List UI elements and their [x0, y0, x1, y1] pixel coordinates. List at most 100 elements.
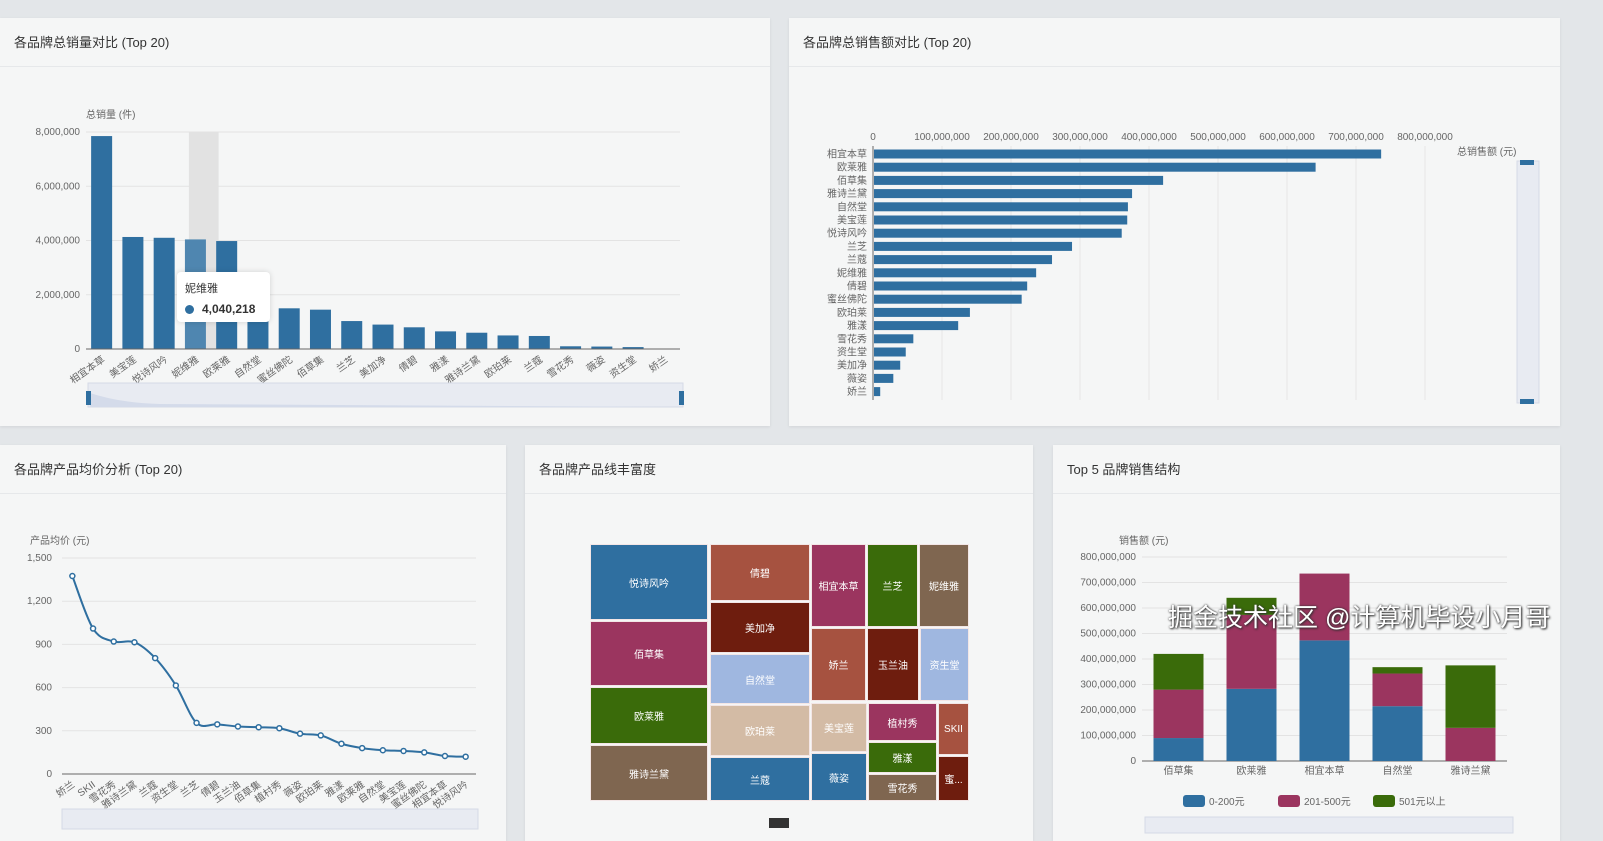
- treemap-cell[interactable]: 美加净: [710, 602, 810, 653]
- treemap-cell[interactable]: 欧珀莱: [710, 705, 810, 756]
- bar: [372, 324, 394, 349]
- y-tick-label: 美宝莲: [837, 214, 867, 227]
- datazoom-slider-vertical: [1516, 160, 1540, 404]
- legend-label: 501元以上: [1399, 796, 1446, 808]
- treemap-cell[interactable]: 雪花秀: [868, 774, 937, 801]
- stacked-bar-segment: [1153, 689, 1204, 739]
- treemap-cell[interactable]: 蜜...: [938, 756, 969, 801]
- panel-title: 各品牌产品线丰富度: [525, 445, 1033, 494]
- datazoom-handle-right: [679, 391, 684, 405]
- stacked-bar-segment: [1372, 667, 1423, 674]
- treemap-cell[interactable]: 娇兰: [811, 628, 866, 701]
- stacked-bar-segment: [1299, 640, 1350, 761]
- datazoom-slider: [87, 382, 684, 408]
- data-point: [214, 721, 221, 728]
- data-point: [462, 753, 469, 760]
- datazoom-handle-bottom: [1520, 399, 1534, 404]
- x-tick-label: 自然堂: [1383, 764, 1413, 777]
- sales-amount-chart[interactable]: 0 100,000,000 200,000,000 300,000,000 400,00…: [789, 18, 1560, 426]
- treemap-cell[interactable]: 玉兰油: [867, 628, 919, 701]
- panel-avg-price: 各品牌产品均价分析 (Top 20) 产品均价 (元) 0 300 600 900 1,2…: [0, 445, 506, 841]
- data-point: [379, 746, 387, 754]
- treemap-cell[interactable]: 妮维雅: [919, 544, 969, 627]
- data-point: [400, 747, 407, 755]
- treemap-cell[interactable]: 佰草集: [590, 621, 708, 686]
- x-tick-label: 妮维雅: [169, 353, 201, 381]
- x-tick-label: 700,000,000: [1328, 132, 1384, 143]
- sales-volume-chart[interactable]: 总销量 (件) 0 2,000,000 4,000,000 6,000,000 8,000…: [0, 18, 770, 426]
- x-tick-label: 美加净: [357, 353, 389, 381]
- y-tick-label: 雪花秀: [837, 332, 867, 345]
- data-point: [193, 719, 200, 727]
- bar: [874, 334, 914, 344]
- x-axis-name: 总销售额 (元): [1457, 145, 1516, 158]
- avg-price-chart[interactable]: 产品均价 (元)03006009001,2001,500娇兰SKII雪花秀雅诗兰…: [0, 445, 506, 841]
- y-tick-label: 雅漾: [847, 319, 867, 332]
- tooltip-name: 妮维雅: [185, 283, 218, 295]
- data-point: [255, 723, 262, 731]
- bar: [874, 175, 1164, 185]
- panel-top5-structure: Top 5 品牌销售结构 销售额 (元) 0 100,000,000 200,000,…: [1053, 445, 1560, 841]
- x-tick-label: 300,000,000: [1052, 132, 1108, 143]
- x-tick-label: 倩碧: [396, 353, 420, 375]
- treemap-cell[interactable]: 相宜本草: [811, 544, 866, 627]
- bar: [466, 332, 488, 349]
- x-tick-label: 娇兰: [646, 353, 670, 375]
- bar: [560, 346, 582, 349]
- stacked-bar-segment: [1153, 653, 1204, 690]
- bar: [874, 189, 1133, 199]
- treemap-breadcrumb[interactable]: [769, 818, 789, 828]
- bar: [874, 307, 970, 317]
- treemap-cell[interactable]: 雅漾: [868, 742, 937, 773]
- stacked-bar-segment: [1153, 738, 1204, 761]
- treemap-cell[interactable]: 资生堂: [920, 628, 969, 701]
- x-tick-label: 0: [870, 132, 876, 143]
- y-tick-label: 800,000,000: [1080, 552, 1136, 563]
- panel-title: Top 5 品牌销售结构: [1053, 445, 1560, 494]
- y-tick-label: 佰草集: [837, 174, 867, 187]
- panel-title: 各品牌总销量对比 (Top 20): [0, 18, 770, 67]
- datazoom-handle-left: [86, 391, 91, 405]
- data-point: [89, 625, 97, 632]
- x-tick-label: 600,000,000: [1259, 132, 1315, 143]
- y-tick-label: 资生堂: [837, 346, 867, 359]
- y-tick-label: 妮维雅: [837, 266, 867, 279]
- bar: [874, 281, 1028, 291]
- bar: [874, 268, 1037, 278]
- treemap-cell[interactable]: 植村秀: [868, 703, 937, 741]
- treemap-cell[interactable]: 倩碧: [710, 544, 810, 601]
- top5-structure-chart[interactable]: 销售额 (元) 0 100,000,000 200,000,000 300,000,00…: [1053, 445, 1560, 841]
- treemap-cell[interactable]: 自然堂: [710, 654, 810, 704]
- treemap-cell[interactable]: 兰蔻: [710, 757, 810, 801]
- data-point: [151, 654, 159, 662]
- bar: [497, 335, 519, 349]
- data-point: [358, 744, 366, 752]
- data-point: [69, 572, 76, 580]
- treemap-cell[interactable]: 兰芝: [867, 544, 918, 627]
- treemap-cell[interactable]: 悦诗风吟: [590, 544, 708, 620]
- data-point: [234, 723, 242, 730]
- x-tick-label: 蜜丝佛陀: [255, 353, 295, 387]
- bar: [874, 215, 1128, 225]
- treemap-cell[interactable]: SKII: [938, 703, 969, 755]
- bar: [874, 162, 1316, 172]
- y-tick-label: 倩碧: [847, 280, 867, 293]
- panel-sales-amount: 各品牌总销售额对比 (Top 20) 0 100,000,000 200,000,0…: [789, 18, 1560, 426]
- treemap-cell[interactable]: 美宝莲: [811, 703, 867, 752]
- data-point: [441, 752, 449, 760]
- bar: [591, 346, 613, 349]
- treemap-cell[interactable]: 雅诗兰黛: [590, 745, 708, 801]
- x-tick-label: 雅诗兰黛: [442, 353, 482, 387]
- data-point: [131, 638, 138, 646]
- treemap-cell[interactable]: 薇姿: [811, 753, 867, 801]
- bar: [874, 387, 881, 397]
- y-tick-label: 6,000,000: [36, 181, 81, 192]
- bar: [309, 309, 331, 349]
- bar: [153, 237, 175, 349]
- x-tick-label: 400,000,000: [1121, 132, 1177, 143]
- bar: [622, 347, 644, 349]
- bar: [874, 241, 1073, 251]
- treemap-cell[interactable]: 欧莱雅: [590, 687, 708, 744]
- x-tick-label: 欧莱雅: [1237, 764, 1267, 777]
- y-tick-label: 薇姿: [847, 372, 867, 385]
